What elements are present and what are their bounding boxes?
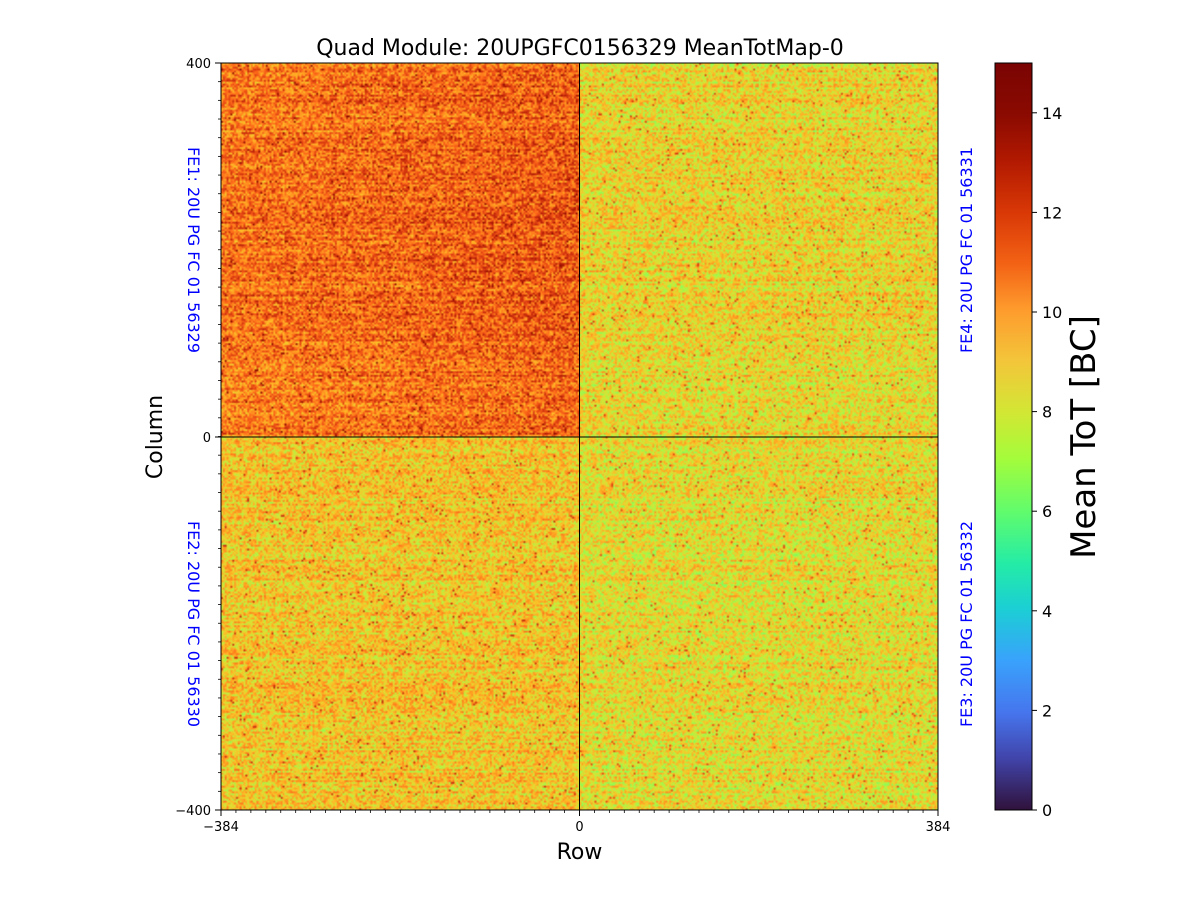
fe4-label: FE4: 20U PG FC 01 56331 (957, 147, 976, 353)
fe1-label: FE1: 20U PG FC 01 56329 (184, 147, 203, 353)
colorbar-tick-label: 0 (1042, 801, 1052, 820)
quadrant-labels: FE1: 20U PG FC 01 56329 FE2: 20U PG FC 0… (184, 147, 976, 727)
fe2-label: FE2: 20U PG FC 01 56330 (184, 521, 203, 727)
colorbar-tick-label: 14 (1042, 104, 1062, 123)
colorbar-ticks: 0 2 4 6 8 10 12 14 (1032, 104, 1062, 820)
colorbar: 0 2 4 6 8 10 12 14 Mean ToT [BC] (994, 62, 1104, 820)
y-axis: 400 0 −400 Column (143, 57, 221, 819)
colorbar-gradient (994, 62, 1033, 811)
colorbar-tick-label: 12 (1042, 203, 1062, 222)
x-minor-ticks (220, 810, 939, 813)
x-tick-label: 384 (926, 820, 951, 835)
x-tick-label: −384 (203, 820, 239, 835)
fe3-label: FE3: 20U PG FC 01 56332 (957, 521, 976, 727)
colorbar-tick-label: 2 (1042, 701, 1052, 720)
colorbar-tick-label: 4 (1042, 602, 1052, 621)
x-tick-label: 0 (575, 820, 583, 835)
y-minor-ticks (218, 62, 221, 811)
x-axis: −384 0 384 Row (203, 810, 950, 865)
chart-title: Quad Module: 20UPGFC0156329 MeanTotMap-0 (316, 36, 844, 61)
y-tick-label: 400 (186, 57, 211, 72)
colorbar-label: Mean ToT [BC] (1064, 315, 1104, 559)
x-axis-label: Row (557, 840, 603, 865)
y-axis-label: Column (143, 395, 168, 479)
y-tick-label: 0 (203, 431, 211, 446)
colorbar-tick-label: 10 (1042, 303, 1062, 322)
y-tick-label: −400 (175, 804, 211, 819)
colorbar-tick-label: 6 (1042, 502, 1052, 521)
colorbar-tick-label: 8 (1042, 403, 1052, 422)
